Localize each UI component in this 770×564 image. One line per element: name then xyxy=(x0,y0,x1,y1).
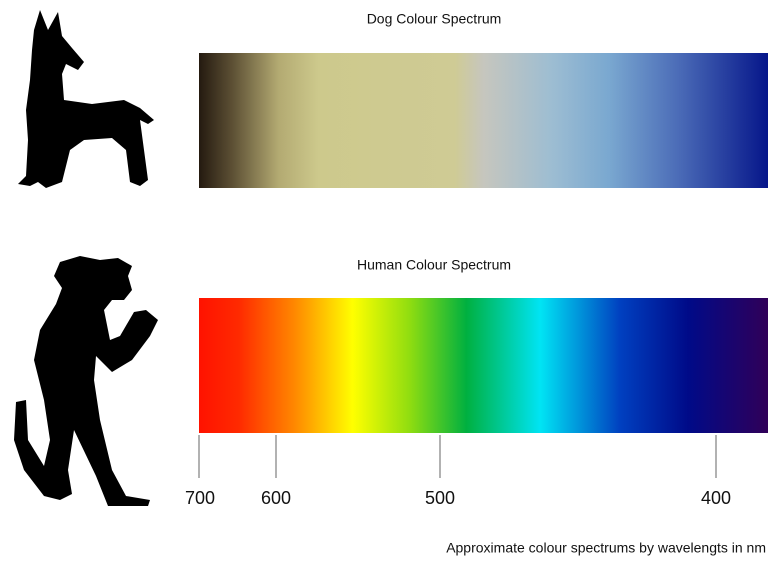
page: Dog Colour Spectrum Human Colour Spectru… xyxy=(0,0,770,564)
tick-label: 500 xyxy=(425,488,455,508)
dog-silhouette xyxy=(18,10,154,188)
diagram: Dog Colour Spectrum Human Colour Spectru… xyxy=(0,0,770,564)
dog-spectrum-bar xyxy=(199,53,768,188)
tick-label: 700 xyxy=(185,488,215,508)
caption: Approximate colour spectrums by waveleng… xyxy=(446,540,766,556)
dog-title: Dog Colour Spectrum xyxy=(367,11,502,27)
human-title: Human Colour Spectrum xyxy=(357,257,511,273)
human-silhouette xyxy=(14,256,158,506)
human-spectrum-bar xyxy=(199,298,768,433)
tick-label: 400 xyxy=(701,488,731,508)
tick-label: 600 xyxy=(261,488,291,508)
